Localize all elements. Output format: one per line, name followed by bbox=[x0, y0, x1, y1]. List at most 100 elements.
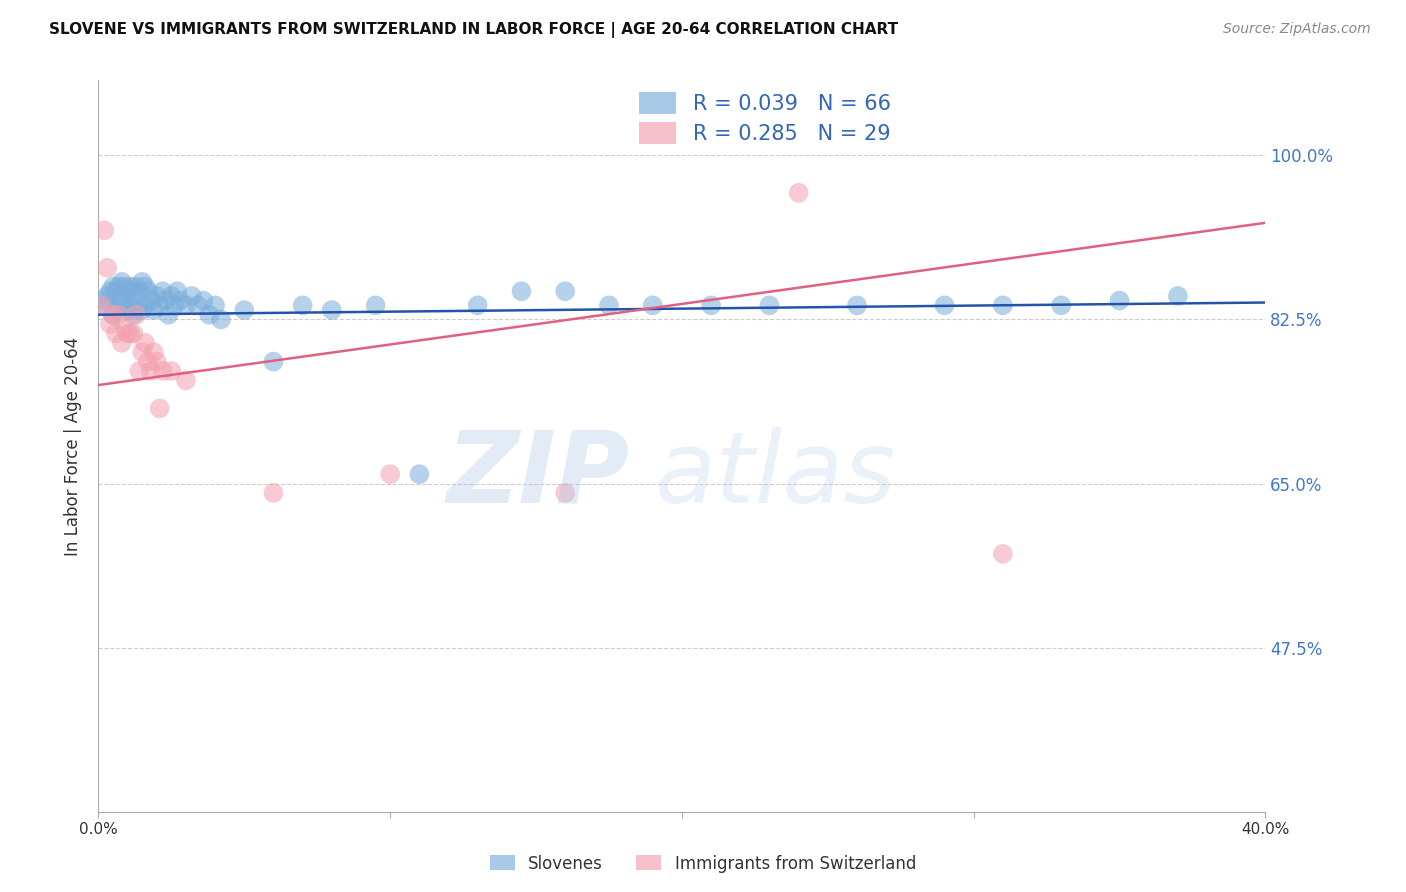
Point bbox=[134, 335, 156, 350]
Point bbox=[146, 354, 169, 368]
Point bbox=[104, 285, 127, 299]
Point bbox=[1167, 289, 1189, 303]
Point bbox=[125, 308, 148, 322]
Text: Source: ZipAtlas.com: Source: ZipAtlas.com bbox=[1223, 22, 1371, 37]
Point bbox=[149, 298, 172, 312]
Legend: Slovenes, Immigrants from Switzerland: Slovenes, Immigrants from Switzerland bbox=[484, 848, 922, 880]
Point bbox=[114, 279, 136, 293]
Point bbox=[136, 285, 159, 299]
Point bbox=[128, 364, 150, 378]
Point bbox=[554, 285, 576, 299]
Point bbox=[408, 467, 430, 482]
Point bbox=[155, 293, 177, 308]
Point bbox=[122, 285, 145, 299]
Point bbox=[163, 298, 186, 312]
Point bbox=[111, 275, 134, 289]
Point bbox=[139, 293, 162, 308]
Point bbox=[846, 298, 869, 312]
Point bbox=[98, 285, 121, 299]
Point bbox=[193, 293, 215, 308]
Point bbox=[128, 285, 150, 299]
Point bbox=[991, 298, 1014, 312]
Text: ZIP: ZIP bbox=[446, 426, 630, 524]
Y-axis label: In Labor Force | Age 20-64: In Labor Force | Age 20-64 bbox=[65, 336, 83, 556]
Point bbox=[93, 223, 115, 237]
Point bbox=[136, 354, 159, 368]
Point bbox=[120, 326, 142, 341]
Point bbox=[139, 364, 162, 378]
Point bbox=[90, 298, 112, 312]
Point bbox=[96, 260, 118, 275]
Point bbox=[160, 364, 183, 378]
Point bbox=[758, 298, 780, 312]
Point bbox=[131, 345, 153, 359]
Point bbox=[152, 364, 174, 378]
Point bbox=[134, 279, 156, 293]
Point bbox=[101, 279, 124, 293]
Point bbox=[101, 308, 124, 322]
Point bbox=[174, 373, 197, 387]
Point bbox=[142, 345, 165, 359]
Point bbox=[108, 308, 131, 322]
Point bbox=[157, 308, 180, 322]
Point bbox=[321, 303, 343, 318]
Point bbox=[120, 279, 142, 293]
Point bbox=[122, 308, 145, 322]
Point bbox=[160, 289, 183, 303]
Point bbox=[209, 312, 232, 326]
Point bbox=[125, 303, 148, 318]
Point bbox=[108, 298, 131, 312]
Point bbox=[104, 326, 127, 341]
Point bbox=[1050, 298, 1073, 312]
Point bbox=[787, 186, 810, 200]
Point bbox=[108, 279, 131, 293]
Point bbox=[111, 335, 134, 350]
Point bbox=[131, 303, 153, 318]
Point bbox=[554, 486, 576, 500]
Point bbox=[700, 298, 723, 312]
Point bbox=[598, 298, 620, 312]
Point bbox=[291, 298, 314, 312]
Point bbox=[114, 322, 136, 336]
Point bbox=[1108, 293, 1130, 308]
Legend: R = 0.039   N = 66, R = 0.285   N = 29: R = 0.039 N = 66, R = 0.285 N = 29 bbox=[630, 83, 898, 153]
Point bbox=[101, 308, 124, 322]
Point bbox=[98, 317, 121, 331]
Point bbox=[991, 547, 1014, 561]
Point bbox=[166, 285, 188, 299]
Point bbox=[198, 308, 221, 322]
Point bbox=[122, 326, 145, 341]
Point bbox=[114, 298, 136, 312]
Point bbox=[90, 298, 112, 312]
Point bbox=[131, 275, 153, 289]
Point bbox=[117, 303, 139, 318]
Point bbox=[146, 289, 169, 303]
Point bbox=[187, 298, 209, 312]
Point bbox=[134, 298, 156, 312]
Point bbox=[262, 486, 284, 500]
Point bbox=[117, 285, 139, 299]
Point bbox=[152, 285, 174, 299]
Point bbox=[128, 298, 150, 312]
Text: atlas: atlas bbox=[654, 426, 896, 524]
Point bbox=[169, 293, 191, 308]
Point bbox=[120, 298, 142, 312]
Point bbox=[233, 303, 256, 318]
Point bbox=[111, 293, 134, 308]
Point bbox=[204, 298, 226, 312]
Point bbox=[104, 303, 127, 318]
Point bbox=[380, 467, 402, 482]
Point bbox=[93, 293, 115, 308]
Point bbox=[364, 298, 387, 312]
Point bbox=[641, 298, 664, 312]
Point bbox=[125, 279, 148, 293]
Point bbox=[180, 289, 202, 303]
Point bbox=[510, 285, 533, 299]
Text: SLOVENE VS IMMIGRANTS FROM SWITZERLAND IN LABOR FORCE | AGE 20-64 CORRELATION CH: SLOVENE VS IMMIGRANTS FROM SWITZERLAND I… bbox=[49, 22, 898, 38]
Point bbox=[142, 303, 165, 318]
Point bbox=[149, 401, 172, 416]
Point bbox=[174, 298, 197, 312]
Point bbox=[262, 354, 284, 368]
Point bbox=[467, 298, 489, 312]
Point bbox=[96, 289, 118, 303]
